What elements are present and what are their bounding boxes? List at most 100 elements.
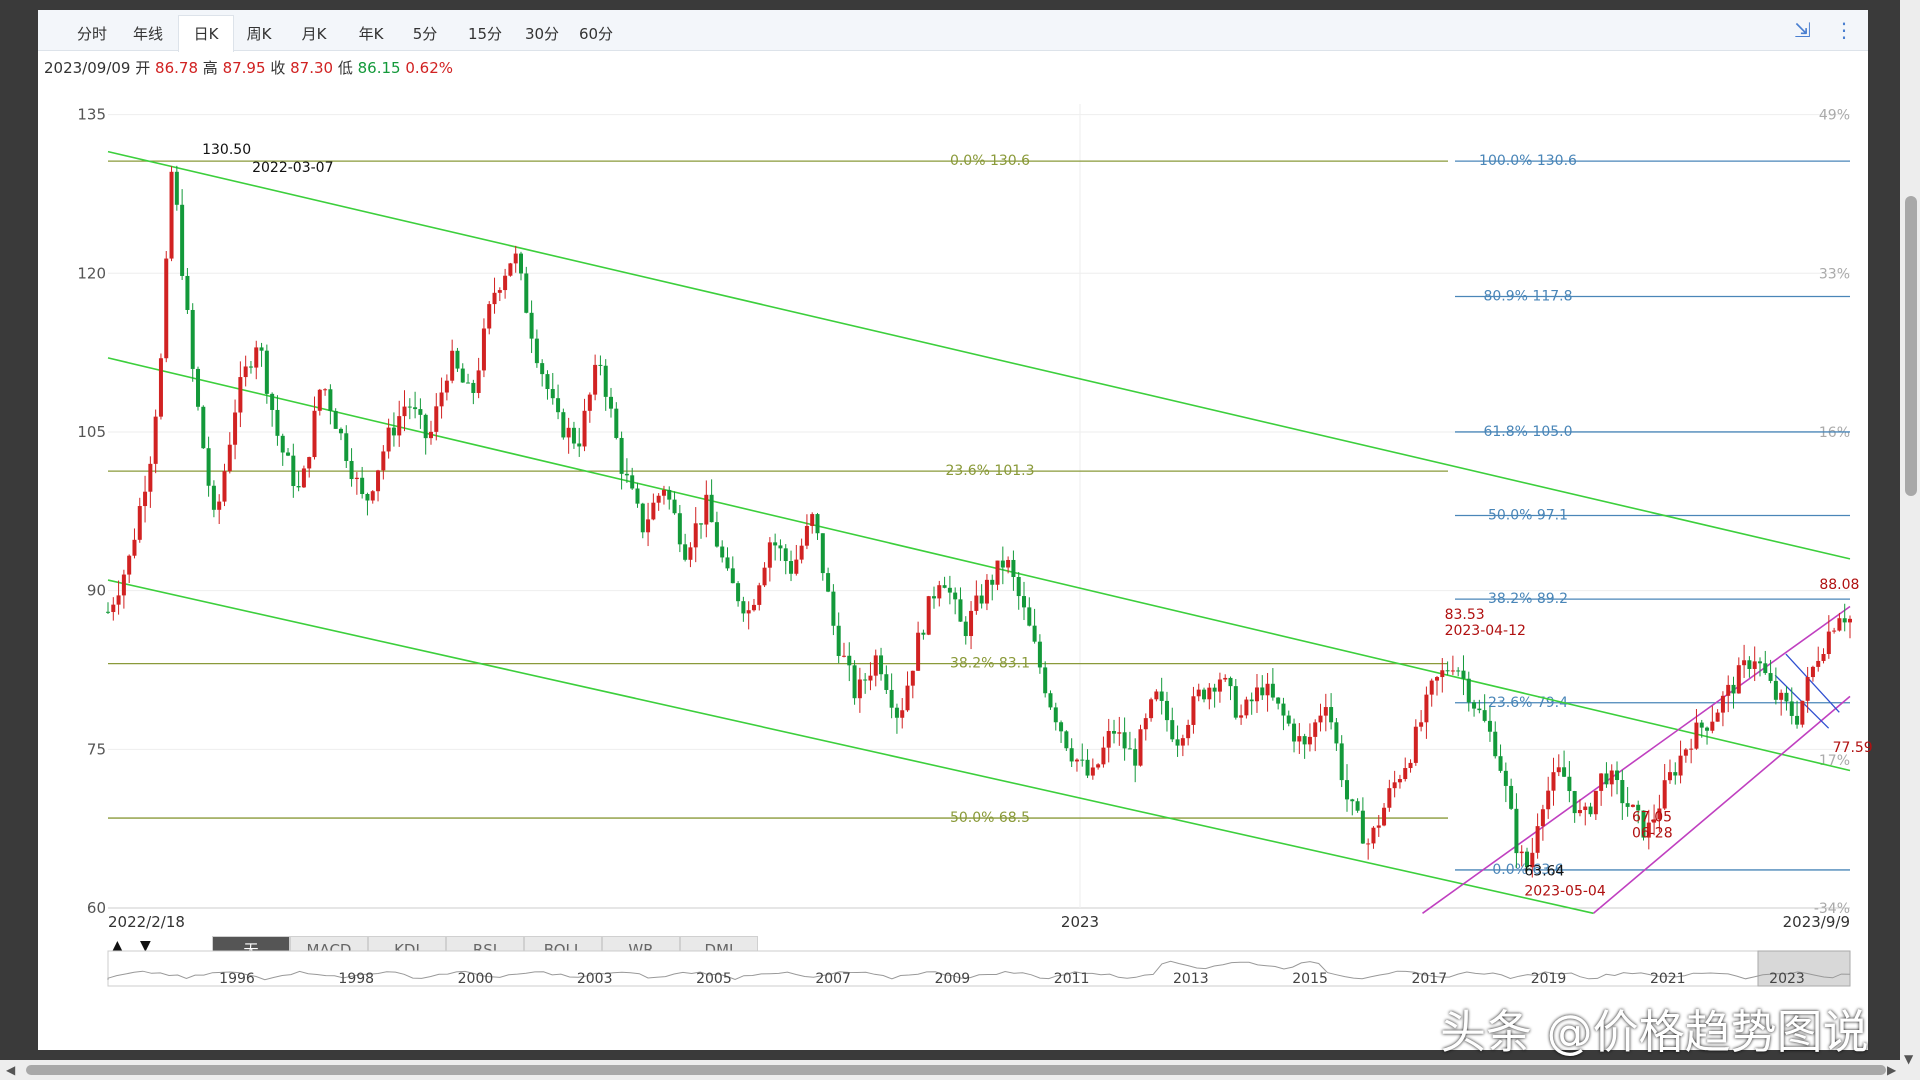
candle-body bbox=[863, 679, 868, 681]
candle-body bbox=[778, 545, 783, 549]
candle-body bbox=[1323, 707, 1328, 716]
candle-body bbox=[333, 410, 338, 429]
candle-body bbox=[1572, 791, 1577, 814]
candle-body bbox=[1551, 772, 1556, 791]
candle-body bbox=[243, 366, 248, 378]
y-tick-120: 120 bbox=[77, 264, 106, 282]
candle-body bbox=[688, 547, 693, 560]
candle-body bbox=[1149, 699, 1154, 719]
tab-0[interactable]: 分时 bbox=[76, 25, 107, 43]
chart-panel: 分时 年线 日K 周K 月K 年K 5分 15分 30分 60分 ⇲ ⋮ 2023/09/09 开… bbox=[38, 10, 1868, 1050]
candle-body bbox=[360, 477, 365, 495]
candle-body bbox=[238, 377, 243, 413]
candle-body bbox=[1260, 687, 1265, 696]
tab-2[interactable]: 日K bbox=[178, 15, 234, 52]
candle-body bbox=[1503, 770, 1508, 786]
candle-body bbox=[328, 389, 333, 411]
close-label: 收 bbox=[270, 59, 286, 77]
compress-icon[interactable]: ⇲ bbox=[1794, 18, 1811, 42]
candle-body bbox=[889, 689, 894, 708]
candle-body bbox=[492, 292, 497, 305]
annotation-2: 63.64 bbox=[1524, 863, 1564, 879]
candle-body bbox=[1615, 770, 1620, 781]
tab-3[interactable]: 周K bbox=[246, 25, 272, 43]
candle-body bbox=[233, 412, 238, 445]
ohlc-info-bar: 2023/09/09 开 86.78 高 87.95 收 87.30 低 86.… bbox=[44, 57, 453, 78]
candle-body bbox=[609, 396, 614, 409]
candle-body bbox=[116, 595, 121, 605]
fib-right-label-3: 50.0% 97.1 bbox=[1488, 508, 1568, 524]
candle-body bbox=[1196, 689, 1201, 697]
candle-body bbox=[1106, 731, 1111, 748]
tab-7[interactable]: 15分 bbox=[467, 25, 503, 43]
candle-body bbox=[1101, 747, 1106, 765]
candle-body bbox=[1318, 715, 1323, 723]
candle-body bbox=[921, 632, 926, 635]
candle-body bbox=[286, 452, 291, 456]
candle-body bbox=[1006, 559, 1011, 568]
candle-body bbox=[1344, 780, 1349, 800]
candle-body bbox=[158, 358, 163, 417]
scroll-left-icon[interactable]: ◀ bbox=[6, 1063, 16, 1077]
candle-body bbox=[1636, 804, 1641, 811]
tab-1[interactable]: 年线 bbox=[132, 25, 163, 43]
candle-body bbox=[1403, 768, 1408, 780]
candle-body bbox=[910, 670, 915, 686]
tab-4[interactable]: 月K bbox=[301, 25, 327, 43]
candle-body bbox=[169, 171, 174, 259]
tab-6[interactable]: 5分 bbox=[412, 25, 438, 43]
candle-body bbox=[614, 408, 619, 438]
candle-body bbox=[1646, 822, 1651, 838]
annotation-4: 88.08 bbox=[1819, 577, 1859, 593]
candle-body bbox=[1313, 722, 1318, 737]
vertical-scrollbar[interactable] bbox=[1900, 0, 1920, 1068]
candle-body bbox=[1154, 691, 1159, 700]
candle-body bbox=[969, 610, 974, 637]
overview-year-2011: 2011 bbox=[1054, 971, 1090, 987]
candle-body bbox=[995, 560, 1000, 585]
candle-body bbox=[963, 621, 968, 637]
scroll-down-icon[interactable]: ▼ bbox=[1904, 1052, 1914, 1066]
candle-body bbox=[413, 407, 418, 410]
scroll-up-icon[interactable]: ▲ bbox=[112, 938, 123, 954]
candle-body bbox=[1366, 843, 1371, 845]
tab-9[interactable]: 60分 bbox=[578, 25, 614, 43]
tab-8[interactable]: 30分 bbox=[524, 25, 560, 43]
candle-body bbox=[513, 253, 518, 264]
candle-body bbox=[1043, 667, 1048, 694]
candle-body bbox=[370, 491, 375, 501]
horizontal-scroll-thumb[interactable] bbox=[26, 1065, 1886, 1075]
candle-body bbox=[1090, 767, 1095, 776]
candle-body bbox=[524, 273, 529, 313]
candle-body bbox=[1387, 788, 1392, 808]
close-value: 87.30 bbox=[290, 59, 334, 77]
candle-body bbox=[1567, 776, 1572, 792]
more-vertical-icon[interactable]: ⋮ bbox=[1834, 18, 1854, 42]
candle-body bbox=[1122, 732, 1127, 749]
candle-body bbox=[381, 451, 386, 471]
info-date: 2023/09/09 bbox=[44, 59, 131, 77]
candle-body bbox=[487, 304, 492, 329]
candle-body bbox=[1239, 715, 1244, 718]
candle-body bbox=[879, 655, 884, 675]
tab-5[interactable]: 年K bbox=[358, 25, 384, 43]
candle-body bbox=[762, 567, 767, 586]
period-tabbar: 分时 年线 日K 周K 月K 年K 5分 15分 30分 60分 ⇲ ⋮ bbox=[38, 10, 1868, 52]
candle-body bbox=[826, 573, 831, 592]
scroll-right-icon[interactable]: ▶ bbox=[1887, 1063, 1897, 1077]
vertical-scroll-thumb[interactable] bbox=[1905, 196, 1917, 496]
candle-body bbox=[402, 406, 407, 417]
candle-body bbox=[693, 523, 698, 548]
annotation-sub-3: 06-28 bbox=[1632, 825, 1673, 841]
candle-body bbox=[428, 431, 433, 439]
overview-year-1998: 1998 bbox=[338, 971, 374, 987]
candle-body bbox=[185, 275, 190, 310]
candle-body bbox=[248, 366, 253, 368]
candle-body bbox=[127, 555, 132, 575]
candle-body bbox=[990, 579, 995, 585]
candle-body bbox=[1254, 687, 1259, 702]
scroll-down-icon[interactable]: ▼ bbox=[140, 938, 151, 954]
candle-body bbox=[699, 523, 704, 525]
candle-body bbox=[190, 309, 195, 369]
candle-body bbox=[942, 585, 947, 588]
